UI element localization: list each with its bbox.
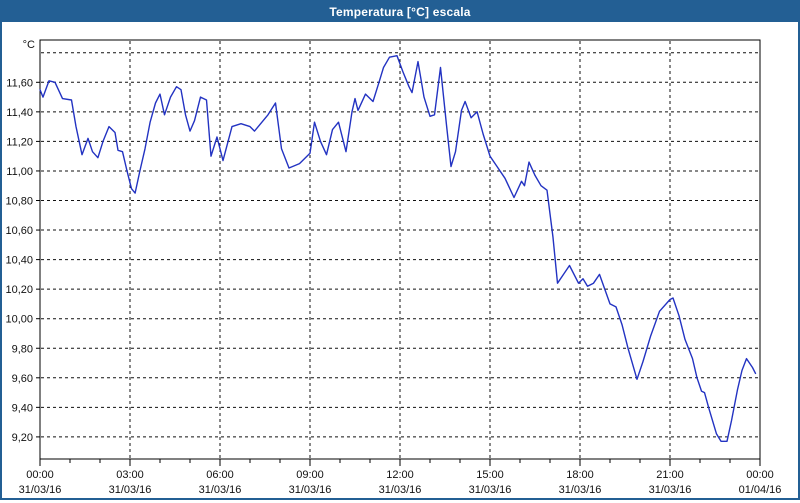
x-axis-date-label: 01/04/16 — [739, 484, 782, 496]
y-axis-unit-label: °C — [23, 39, 35, 51]
y-axis-label: 9,80 — [12, 343, 33, 355]
y-axis-label: 11,00 — [6, 166, 33, 178]
x-axis-time-label: 00:00 — [26, 469, 54, 481]
x-axis-time-label: 00:00 — [746, 469, 774, 481]
x-axis-date-label: 31/03/16 — [199, 484, 242, 496]
y-axis-label: 10,40 — [5, 255, 33, 267]
y-axis-label: 11,20 — [6, 136, 33, 148]
temperature-series-line — [39, 55, 757, 442]
y-axis-label: 10,60 — [5, 225, 33, 237]
y-axis-label: 10,20 — [5, 284, 33, 296]
x-axis-time-label: 09:00 — [296, 469, 324, 481]
y-axis-label: 10,00 — [5, 314, 33, 326]
y-axis-label: 9,60 — [12, 373, 33, 385]
x-axis-time-label: 03:00 — [116, 469, 144, 481]
x-axis-date-label: 31/03/16 — [469, 484, 512, 496]
x-axis-date-label: 31/03/16 — [289, 484, 332, 496]
window-titlebar[interactable]: Temperatura [°C] escala — [2, 2, 798, 22]
x-axis-time-label: 21:00 — [656, 469, 684, 481]
x-axis-date-label: 31/03/16 — [19, 484, 62, 496]
temperature-chart: 9,20 9,40 9,60 9,80 10,00 10,20 10,40 10,60 10,8… — [2, 22, 798, 498]
x-axis-time-label: 12:00 — [386, 469, 414, 481]
x-axis-time-label: 06:00 — [206, 469, 234, 481]
x-axis-time-label: 18:00 — [566, 469, 594, 481]
x-axis-date-label: 31/03/16 — [109, 484, 152, 496]
y-axis-label: 11,60 — [6, 77, 33, 89]
x-axis-date-label: 31/03/16 — [379, 484, 422, 496]
x-axis-date-label: 31/03/16 — [649, 484, 692, 496]
y-axis-label: 10,80 — [5, 196, 33, 208]
x-axis-date-label: 31/03/16 — [559, 484, 602, 496]
window-title: Temperatura [°C] escala — [329, 5, 471, 19]
y-axis-label: 9,40 — [12, 402, 33, 414]
y-axis-label: 9,20 — [12, 432, 33, 444]
x-axis-time-label: 15:00 — [476, 469, 504, 481]
y-axis-label: 11,40 — [6, 107, 33, 119]
temperature-chart-svg: 9,20 9,40 9,60 9,80 10,00 10,20 10,40 10,60 10,8… — [5, 39, 782, 496]
